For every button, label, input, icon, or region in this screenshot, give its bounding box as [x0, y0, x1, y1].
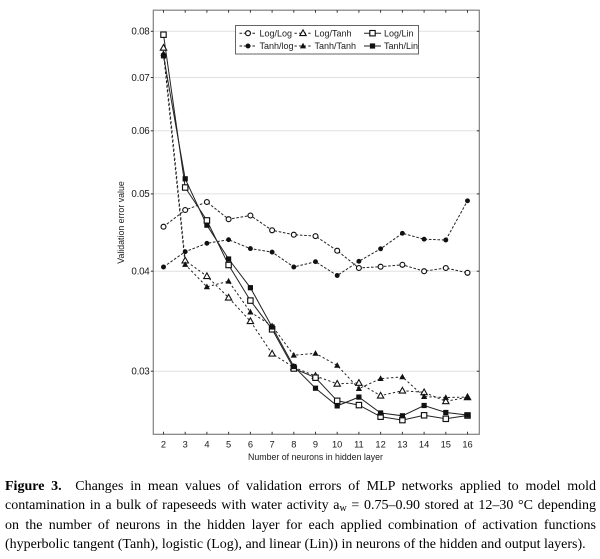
svg-text:Log/Lin: Log/Lin: [384, 28, 414, 38]
svg-text:5: 5: [226, 439, 231, 449]
svg-text:0.03: 0.03: [131, 367, 150, 378]
svg-text:Validation error value: Validation error value: [116, 181, 126, 264]
svg-text:Log/Log: Log/Log: [260, 28, 293, 38]
svg-text:13: 13: [397, 439, 407, 449]
svg-text:0.07: 0.07: [131, 73, 149, 84]
svg-text:Log/Tanh: Log/Tanh: [315, 28, 352, 38]
svg-text:Tanh/log: Tanh/log: [260, 41, 294, 51]
svg-text:0.06: 0.06: [131, 126, 150, 137]
svg-text:7: 7: [270, 439, 275, 449]
svg-text:0.04: 0.04: [131, 267, 150, 278]
svg-text:0.05: 0.05: [131, 189, 150, 200]
svg-text:Tanh/Tanh: Tanh/Tanh: [315, 41, 357, 51]
svg-text:4: 4: [204, 439, 209, 449]
svg-text:10: 10: [332, 439, 342, 449]
svg-text:Tanh/Lin: Tanh/Lin: [384, 41, 418, 51]
svg-text:2: 2: [161, 439, 166, 449]
svg-text:8: 8: [291, 439, 296, 449]
svg-text:3: 3: [183, 439, 188, 449]
svg-text:Number of neurons in hidden la: Number of neurons in hidden layer: [248, 452, 383, 462]
svg-text:12: 12: [375, 439, 385, 449]
svg-text:0.08: 0.08: [131, 27, 150, 38]
svg-text:16: 16: [462, 439, 472, 449]
svg-text:14: 14: [419, 439, 429, 449]
svg-text:6: 6: [248, 439, 253, 449]
svg-text:11: 11: [354, 439, 364, 449]
svg-text:9: 9: [313, 439, 318, 449]
svg-text:15: 15: [441, 439, 451, 449]
